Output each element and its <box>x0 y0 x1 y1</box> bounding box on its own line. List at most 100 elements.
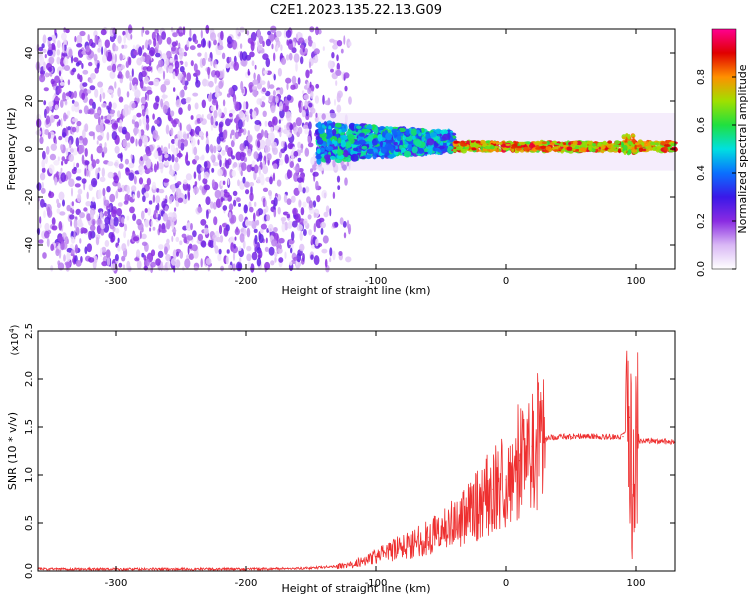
heatmap-cell <box>132 77 139 87</box>
heatmap-cell <box>176 181 182 186</box>
heatmap-cell <box>177 197 184 203</box>
heatmap-cell <box>278 257 284 263</box>
heatmap-cell <box>204 51 208 61</box>
heatmap-cell <box>264 261 271 271</box>
heatmap-cell <box>186 72 192 82</box>
heatmap-cell <box>219 189 225 199</box>
heatmap-cell <box>228 264 233 269</box>
heatmap-cell <box>171 45 176 52</box>
heatmap-cell <box>183 85 188 91</box>
heatmap-cell <box>121 243 127 252</box>
heatmap-cell <box>127 239 130 247</box>
heatmap-cell <box>141 107 146 117</box>
heatmap-cell <box>348 41 352 47</box>
heatmap-cell <box>212 162 219 167</box>
heatmap-cell <box>213 110 218 119</box>
heatmap-cell <box>144 94 148 101</box>
heatmap-cell <box>58 191 65 201</box>
heatmap-cell <box>270 126 274 134</box>
heatmap-cell <box>210 105 215 112</box>
heatmap-cell <box>63 57 69 66</box>
heatmap-cell <box>310 90 314 100</box>
heatmap-cell <box>240 162 247 172</box>
heatmap-cell <box>66 204 71 212</box>
heatmap-cell <box>238 110 244 119</box>
heatmap-cell <box>268 246 275 256</box>
heatmap-cell <box>291 47 297 54</box>
heatmap-cell <box>171 139 176 144</box>
heatmap-cell <box>309 69 313 74</box>
heatmap-cell <box>380 140 384 148</box>
heatmap-cell <box>314 54 319 60</box>
heatmap-cell <box>229 236 235 246</box>
heatmap-cell <box>312 162 318 171</box>
heatmap-cell <box>71 126 77 133</box>
heatmap-cell <box>288 52 293 61</box>
heatmap-cell <box>141 233 147 240</box>
heatmap-cell <box>84 147 88 157</box>
heatmap-cell <box>115 228 120 234</box>
heatmap-cell <box>184 258 191 269</box>
heatmap-cell <box>77 146 79 152</box>
heatmap-cell <box>284 124 287 129</box>
heatmap-cell <box>320 221 326 229</box>
heatmap-cell <box>206 135 209 145</box>
heatmap-cell <box>145 30 150 35</box>
heatmap-cell <box>130 34 133 40</box>
heatmap-cell <box>554 143 560 146</box>
heatmap-cell <box>147 207 152 216</box>
heatmap-cell <box>152 113 155 120</box>
heatmap-cell <box>275 95 279 104</box>
heatmap-cell <box>113 175 120 184</box>
heatmap-cell <box>541 141 547 145</box>
heatmap-cell <box>552 140 557 144</box>
heatmap-cell <box>265 237 268 244</box>
heatmap-cell <box>136 112 142 118</box>
heatmap-cell <box>128 56 132 66</box>
heatmap-cell <box>53 242 56 248</box>
heatmap-cell <box>529 142 534 146</box>
heatmap-cell <box>131 68 134 78</box>
heatmap-cell <box>141 28 144 37</box>
heatmap-cell <box>104 240 110 247</box>
heatmap-cell <box>385 139 393 145</box>
heatmap-cell <box>145 107 149 116</box>
heatmap-cell <box>48 101 55 107</box>
heatmap-cell <box>212 201 217 210</box>
heatmap-cell <box>246 30 250 36</box>
heatmap-cell <box>63 27 66 33</box>
heatmap-cell <box>269 84 275 89</box>
heatmap-cell <box>71 168 77 175</box>
heatmap-cell <box>253 228 258 233</box>
heatmap-cell <box>134 83 137 90</box>
heatmap-cell <box>203 184 211 191</box>
heatmap-cell <box>252 89 259 97</box>
heatmap-cell <box>316 139 324 145</box>
heatmap-cell <box>264 200 267 207</box>
heatmap-cell <box>256 29 261 39</box>
heatmap-cell <box>223 191 230 198</box>
heatmap-cell <box>228 203 234 211</box>
heatmap-cell <box>307 142 314 148</box>
heatmap-cell <box>410 128 418 136</box>
heatmap-cell <box>171 235 174 242</box>
heatmap-cell <box>56 208 61 214</box>
heatmap-cell <box>233 199 237 207</box>
y-tick-label: 20 <box>24 95 35 108</box>
heatmap-cell <box>234 236 237 241</box>
heatmap-cell <box>161 200 166 209</box>
heatmap-cell <box>290 84 296 90</box>
heatmap-cell <box>96 218 103 226</box>
heatmap-cell <box>114 53 117 63</box>
heatmap-cell <box>300 207 305 216</box>
heatmap-cell <box>183 51 188 57</box>
heatmap-cell <box>456 146 462 151</box>
heatmap-cell <box>65 92 72 97</box>
heatmap-cell <box>548 142 555 145</box>
heatmap-cell <box>180 138 185 143</box>
heatmap-cell <box>304 186 310 193</box>
heatmap-cell <box>69 148 74 153</box>
heatmap-cell <box>171 221 175 230</box>
heatmap-cell <box>186 97 192 102</box>
heatmap-cell <box>60 144 64 151</box>
